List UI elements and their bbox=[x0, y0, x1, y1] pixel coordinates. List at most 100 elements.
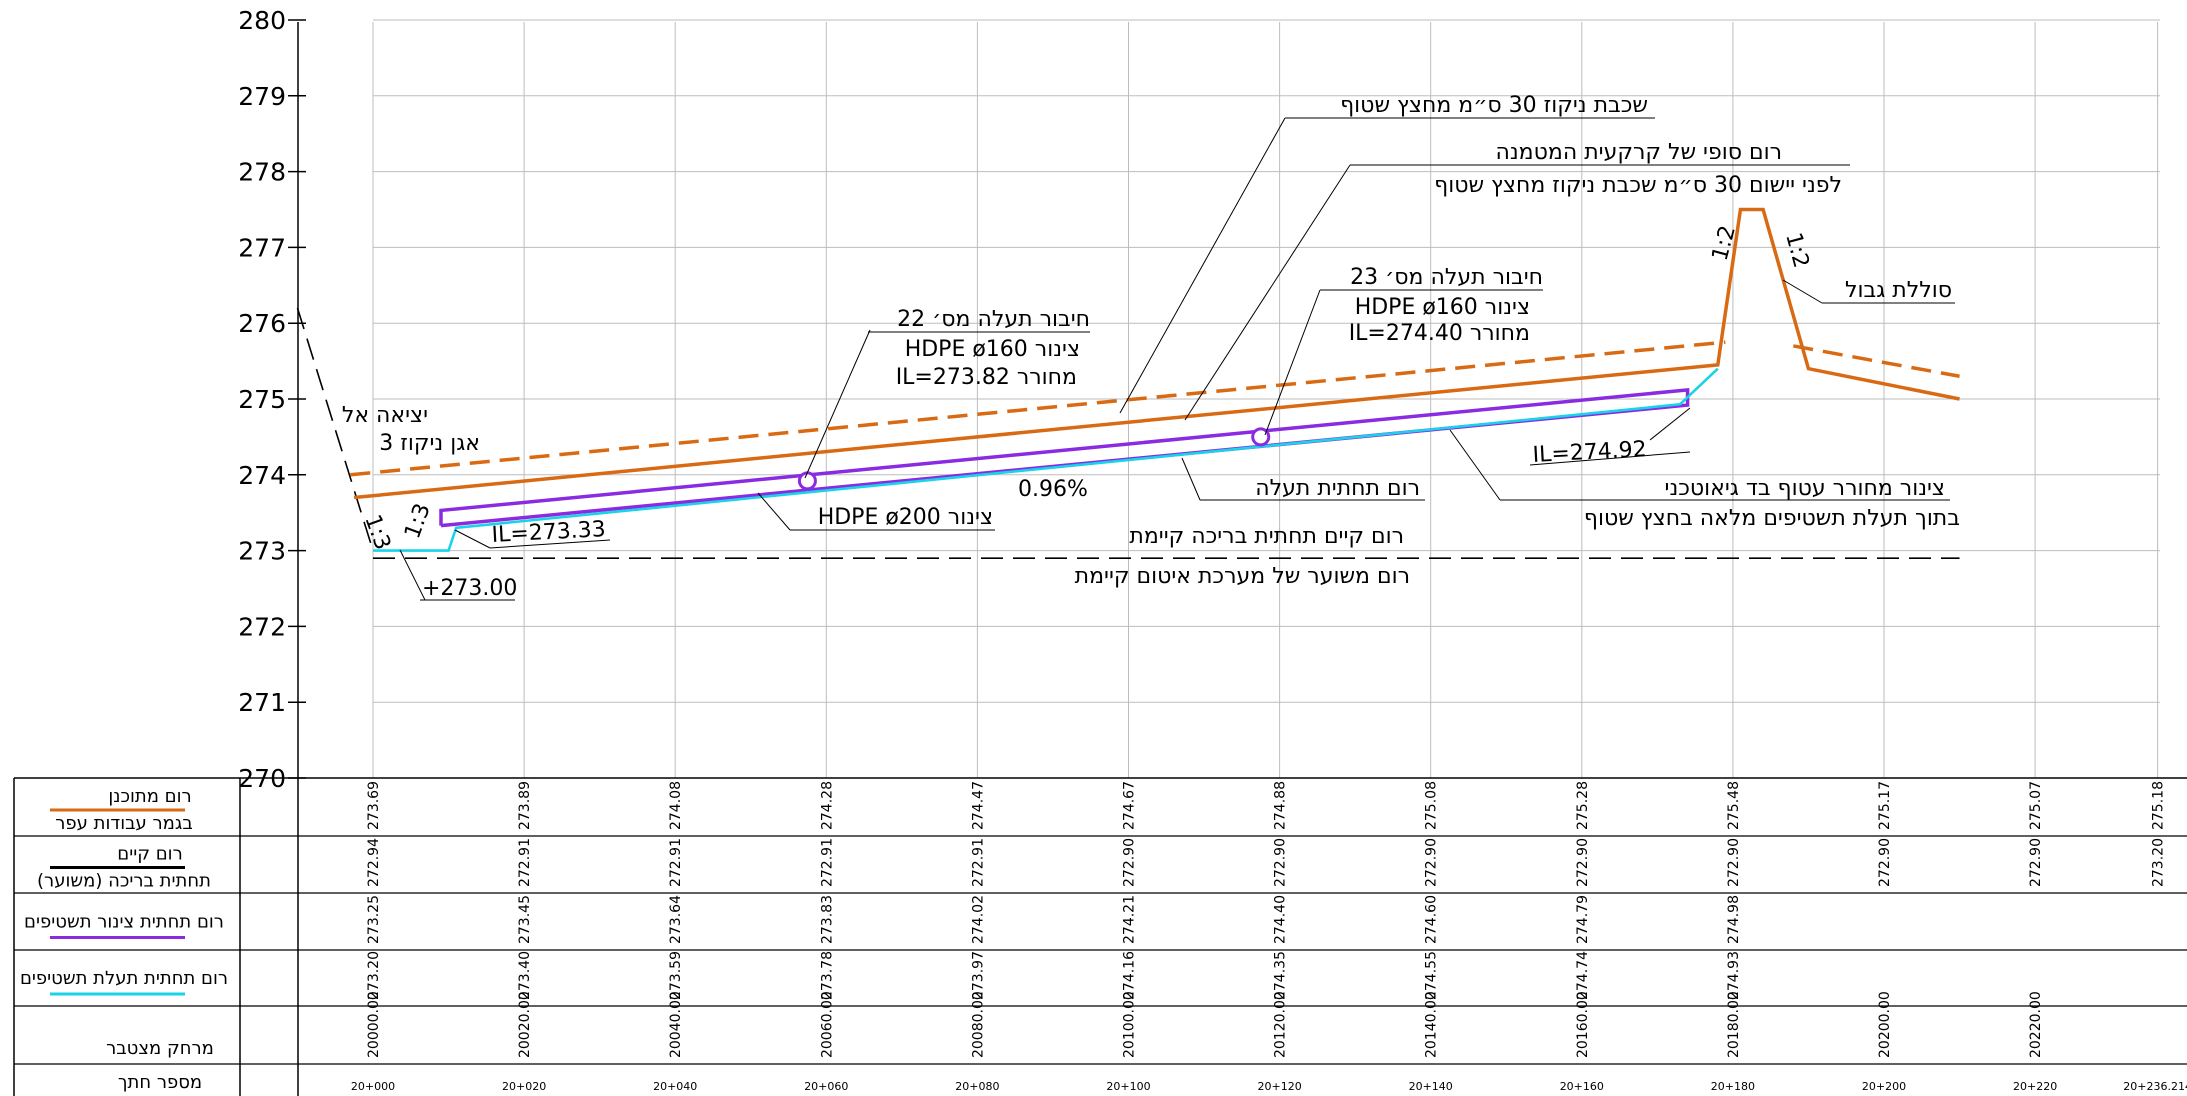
cell-section: 20+080 bbox=[955, 1080, 999, 1093]
note-slope-percent: 0.96% bbox=[1018, 477, 1088, 502]
series-pipe_200 bbox=[439, 387, 1690, 528]
note-il-left: IL=273.33 bbox=[491, 517, 606, 548]
cell-distance: 20220.00 bbox=[2028, 991, 2044, 1058]
row-label-distance: מרחק מצטבר bbox=[106, 1038, 214, 1059]
note-node23: חיבור תעלה מס׳ 23 bbox=[1350, 265, 1543, 290]
cell-distance: 20180.00 bbox=[1726, 991, 1742, 1058]
series-design_final bbox=[353, 207, 1960, 500]
cell-design: 274.47 bbox=[970, 781, 986, 830]
note-node23: IL=274.40 מחורר bbox=[1349, 321, 1530, 346]
leader-perforated-pipe bbox=[1449, 429, 1501, 501]
leader-node22 bbox=[804, 329, 871, 479]
note-channel-bottom: רום תחתית תעלה bbox=[1255, 476, 1420, 501]
cell-pipe: 274.79 bbox=[1575, 895, 1591, 944]
cell-section: 20+160 bbox=[1560, 1080, 1604, 1093]
note-cleaning-layer: שכבת ניקוז 30 ס״מ מחצץ שטוף bbox=[1340, 93, 1648, 118]
note-outlet: יציאה אל bbox=[342, 403, 428, 428]
cell-design: 275.17 bbox=[1877, 781, 1893, 830]
row-label-existing: רום קיים bbox=[117, 844, 183, 865]
cell-channel: 273.97 bbox=[970, 951, 986, 1000]
node-22 bbox=[797, 471, 817, 491]
cell-existing: 272.91 bbox=[970, 838, 986, 887]
cell-section: 20+120 bbox=[1257, 1080, 1301, 1093]
cell-distance: 20060.00 bbox=[819, 991, 835, 1058]
row-label-design: בגמר עבודות עפר bbox=[55, 813, 192, 834]
row-label-section: מספר חתך bbox=[118, 1072, 202, 1093]
cell-section: 20+060 bbox=[804, 1080, 848, 1093]
y-tick-label: 277 bbox=[238, 233, 286, 262]
leader-cleaning-layer bbox=[1119, 117, 1286, 414]
y-tick-label: 272 bbox=[238, 612, 286, 641]
note-final-level: לפני יישום 30 ס״מ שכבת ניקוז מחצץ שטוף bbox=[1434, 173, 1842, 198]
grid bbox=[372, 19, 2160, 778]
cell-design: 275.48 bbox=[1726, 781, 1742, 830]
note-perforated-pipe: בתוך תעלת תשטיפים מלאה בחצץ שטוף bbox=[1584, 506, 1960, 531]
data-table: רום מתוכנן בגמר עבודות עפר רום קיים תחתית ב… bbox=[13, 777, 2187, 1096]
note-slope-1-2: 1:2 bbox=[1708, 223, 1741, 264]
cell-section: 20+200 bbox=[1862, 1080, 1906, 1093]
cell-design: 274.08 bbox=[668, 781, 684, 830]
y-tick-label: 276 bbox=[238, 309, 286, 338]
cell-channel: 274.74 bbox=[1575, 951, 1591, 1000]
leader-bottom-level bbox=[399, 549, 426, 601]
cell-existing: 272.90 bbox=[1273, 838, 1289, 887]
cell-section: 20+040 bbox=[653, 1080, 697, 1093]
y-tick-label: 278 bbox=[238, 158, 286, 187]
cell-pipe: 274.02 bbox=[970, 895, 986, 944]
cell-design: 275.18 bbox=[2151, 781, 2167, 830]
cell-section: 20+020 bbox=[502, 1080, 546, 1093]
row-label-channel: רום תחתית תעלת תשטיפים bbox=[20, 968, 228, 989]
cell-channel: 274.55 bbox=[1424, 951, 1440, 1000]
note-estimated-seal: רום משוער של מערכת איטום קיימת bbox=[1075, 564, 1410, 589]
cell-distance: 20000.00 bbox=[366, 991, 382, 1058]
underline-il-left bbox=[489, 539, 611, 549]
cell-channel: 273.59 bbox=[668, 951, 684, 1000]
cell-section: 20+236.214 bbox=[2123, 1080, 2187, 1093]
series-existing_embankment bbox=[296, 307, 374, 551]
note-slope-1-2: 1:2 bbox=[1780, 230, 1813, 271]
cell-design: 275.08 bbox=[1424, 781, 1440, 830]
cell-design: 275.28 bbox=[1575, 781, 1591, 830]
series-cleaning_layer_dashed bbox=[350, 340, 1726, 477]
note-slope-1-3: 1:3 bbox=[400, 500, 436, 542]
note-node23: HDPE ø160 צינור bbox=[1355, 295, 1530, 320]
cell-pipe: 273.25 bbox=[366, 895, 382, 944]
cell-existing: 272.91 bbox=[819, 838, 835, 887]
note-il-right: IL=274.92 bbox=[1532, 437, 1647, 468]
leader-boundary-berm bbox=[1782, 279, 1823, 304]
cell-channel: 273.40 bbox=[517, 951, 533, 1000]
cell-existing: 272.90 bbox=[1877, 838, 1893, 887]
cell-existing: 272.90 bbox=[1424, 838, 1440, 887]
cell-pipe: 274.60 bbox=[1424, 895, 1440, 944]
cell-section: 20+100 bbox=[1106, 1080, 1150, 1093]
annotations: יציאה אל אגן ניקוז 3 1:3 1:3 +273.00 IL=273.3… bbox=[342, 93, 1960, 601]
note-slope-1-3: 1:3 bbox=[359, 512, 395, 554]
cell-existing: 272.90 bbox=[1122, 838, 1138, 887]
note-perforated-pipe: צינור מחורר עטוף בד גיאוטכני bbox=[1665, 476, 1945, 501]
note-bottom-level: +273.00 bbox=[422, 576, 517, 601]
note-final-level: רום סופי של קרקעית המטמנה bbox=[1496, 140, 1783, 165]
note-node22: HDPE ø160 צינור bbox=[905, 337, 1080, 362]
cell-channel: 274.16 bbox=[1122, 951, 1138, 1000]
y-tick-label: 273 bbox=[238, 537, 286, 566]
note-boundary-berm: סוללת גבול bbox=[1845, 278, 1952, 303]
cell-existing: 272.94 bbox=[366, 838, 382, 887]
cell-design: 274.88 bbox=[1273, 781, 1289, 830]
cell-section: 20+140 bbox=[1409, 1080, 1453, 1093]
cell-channel: 274.93 bbox=[1726, 951, 1742, 1000]
leader-channel-bottom bbox=[1181, 457, 1201, 501]
cell-design: 273.89 bbox=[517, 781, 533, 830]
cell-existing: 273.20 bbox=[2151, 838, 2167, 887]
cell-distance: 20020.00 bbox=[517, 991, 533, 1058]
profile-lines bbox=[296, 207, 1960, 559]
cell-channel: 273.78 bbox=[819, 951, 835, 1000]
row-label-pipe: רום תחתית צינור תשטיפים bbox=[24, 912, 224, 933]
cell-existing: 272.90 bbox=[1575, 838, 1591, 887]
cell-distance: 20200.00 bbox=[1877, 991, 1893, 1058]
cell-distance: 20140.00 bbox=[1424, 991, 1440, 1058]
cell-pipe: 274.21 bbox=[1122, 895, 1138, 944]
cell-pipe: 273.83 bbox=[819, 895, 835, 944]
note-outlet: אגן ניקוז 3 bbox=[379, 431, 480, 456]
